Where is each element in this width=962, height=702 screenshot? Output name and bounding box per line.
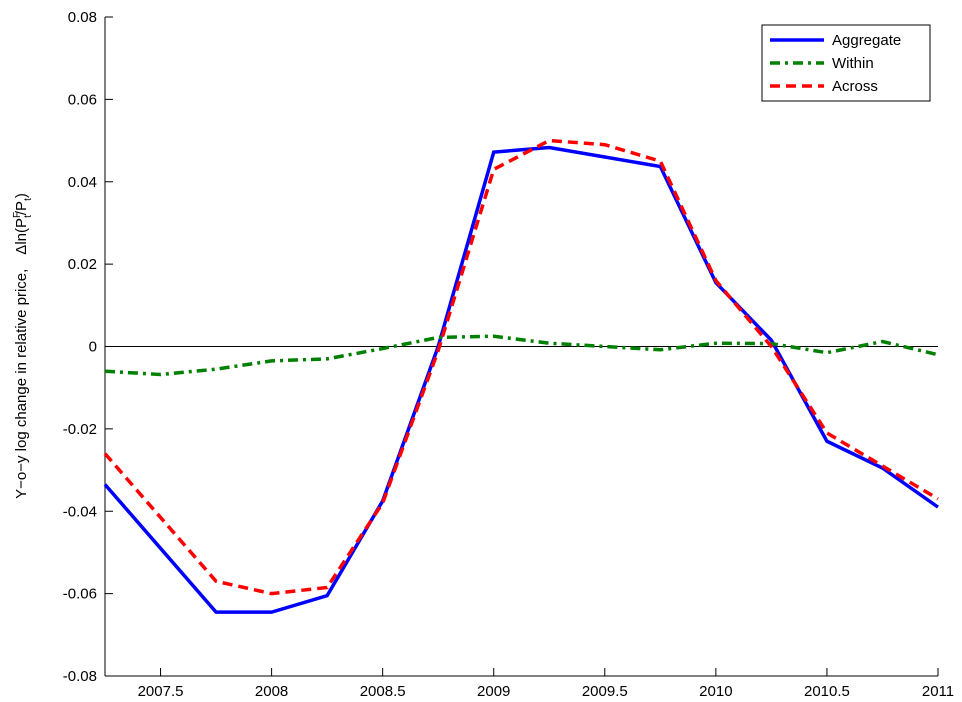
x-tick-label: 2009 <box>477 683 510 700</box>
x-tick-label: 2010 <box>699 683 732 700</box>
y-tick-label: 0.06 <box>68 91 97 108</box>
y-label-formula: t <box>23 198 34 201</box>
y-tick-label: 0.08 <box>68 9 97 26</box>
x-tick-label: 2007.5 <box>138 683 184 700</box>
y-label-formula: Δln(P <box>13 218 30 255</box>
y-axis-label: Y−o−y log change in relative price, Δln(P… <box>12 193 34 499</box>
series-line <box>103 138 939 596</box>
legend-label: Within <box>832 55 874 72</box>
y-tick-label: -0.06 <box>63 586 97 603</box>
x-tick-label: 2008 <box>255 683 288 700</box>
series-line <box>104 334 939 377</box>
y-tick-label: 0 <box>89 339 97 356</box>
y-tick-label: 0.02 <box>68 256 97 273</box>
series-line <box>103 145 940 614</box>
y-tick-label: -0.02 <box>63 421 97 438</box>
x-tick-label: 2011 <box>922 683 954 700</box>
y-label-formula: t <box>23 215 34 218</box>
x-tick-label: 2009.5 <box>582 683 628 700</box>
y-tick-label: 0.04 <box>68 174 97 191</box>
y-label-text: Y−o−y log change in relative price, <box>13 269 30 499</box>
y-label-formula: /P <box>13 201 30 215</box>
y-tick-label: -0.04 <box>63 503 97 520</box>
y-label-formula: F <box>12 212 23 218</box>
x-tick-label: 2008.5 <box>360 683 406 700</box>
x-tick-label: 2010.5 <box>804 683 850 700</box>
y-label-formula: ) <box>13 193 30 198</box>
legend-label: Aggregate <box>832 32 901 49</box>
legend-box <box>761 24 931 102</box>
y-tick-label: -0.08 <box>63 668 97 685</box>
legend-label: Across <box>832 78 878 95</box>
